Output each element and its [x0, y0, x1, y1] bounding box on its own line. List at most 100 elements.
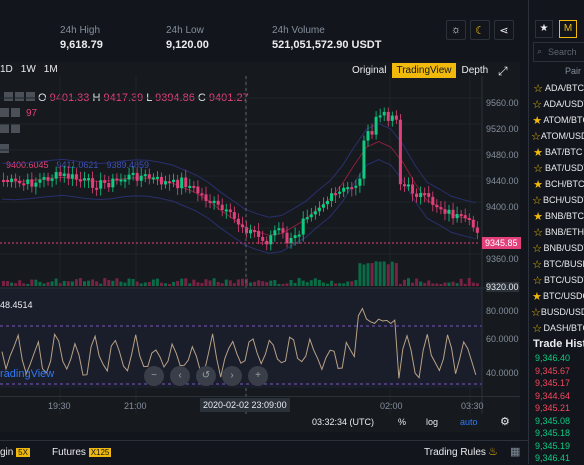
- favorite-star-icon[interactable]: ☆: [532, 274, 543, 287]
- pair-name: BCH/BTC: [545, 179, 584, 189]
- eye-icon[interactable]: [0, 108, 9, 117]
- pair-name: BUSD/USDT: [540, 307, 584, 317]
- pair-list: ☆ADA/BTC☆ADA/USDT★ATOM/BTC☆ATOM/USDT★BAT…: [529, 80, 584, 336]
- pair-search-input[interactable]: Search: [533, 42, 584, 62]
- stat-value: 521,051,572.90 USDT: [272, 39, 382, 51]
- pair-row[interactable]: ★ BCH/BTC: [529, 176, 584, 192]
- zoom-out-icon[interactable]: −: [144, 366, 164, 386]
- share-icon[interactable]: ⋖: [494, 20, 514, 40]
- pair-row[interactable]: ☆ BNB/ETH: [529, 224, 584, 240]
- close-icon[interactable]: [11, 108, 20, 117]
- zoom-in-icon[interactable]: +: [248, 366, 268, 386]
- bottom-trade-tabs: gin 5X Futures X125 Trading Rules ♨ ▦: [0, 440, 528, 465]
- rsi-tick: 40.0000: [486, 368, 519, 378]
- pair-name: BTC/BUSD: [543, 259, 584, 269]
- favorite-star-icon[interactable]: ☆: [531, 306, 541, 319]
- gear-icon[interactable]: ⚙: [500, 416, 510, 428]
- pair-row[interactable]: ★ATOM/BTC: [529, 112, 584, 128]
- pair-row[interactable]: ★BTC/USDC: [529, 288, 584, 304]
- fullscreen-icon[interactable]: ⤢: [498, 64, 508, 78]
- pair-row[interactable]: ★ BNB/BTC: [529, 208, 584, 224]
- pair-row[interactable]: ☆ATOM/USDT: [529, 128, 584, 144]
- search-icon: ⌕: [537, 46, 543, 56]
- settings-icon[interactable]: [15, 92, 24, 101]
- favorite-star-icon[interactable]: ★: [533, 210, 543, 223]
- pair-column-header[interactable]: Pair: [565, 66, 582, 76]
- pair-name: BCH/USDT: [542, 195, 584, 205]
- favorites-star-icon[interactable]: ★: [535, 20, 553, 38]
- eye-icon[interactable]: [0, 124, 9, 133]
- pair-row[interactable]: ★ BAT/BTC: [529, 144, 584, 160]
- close-icon[interactable]: [0, 144, 9, 153]
- tradingview-watermark: radingView: [0, 368, 55, 380]
- pair-row[interactable]: ☆BAT/USDT: [529, 160, 584, 176]
- stat-label: 24h High: [60, 25, 101, 36]
- pair-row[interactable]: ☆BTC/USDT: [529, 272, 584, 288]
- chart-status-bar: 03:32:34 (UTC) % log auto ⚙: [0, 414, 520, 432]
- fire-icon[interactable]: ♨: [488, 446, 498, 458]
- auto-scale-toggle[interactable]: auto: [460, 417, 478, 427]
- margin-filter-button[interactable]: M: [559, 20, 577, 38]
- close-icon[interactable]: [26, 92, 35, 101]
- trade-row: 9,344.64: [535, 390, 571, 401]
- trading-rules-link[interactable]: Trading Rules: [424, 447, 486, 458]
- pair-name: ATOM/USDT: [540, 131, 584, 141]
- tab-original[interactable]: Original: [352, 65, 387, 76]
- favorite-star-icon[interactable]: ☆: [532, 242, 543, 255]
- favorite-star-icon[interactable]: ☆: [532, 194, 542, 207]
- pair-row[interactable]: ☆ADA/USDT: [529, 96, 584, 112]
- favorite-star-icon[interactable]: ☆: [532, 322, 543, 335]
- close-icon[interactable]: [11, 124, 20, 133]
- futures-leverage-badge: X125: [88, 448, 112, 457]
- favorite-star-icon[interactable]: ☆: [533, 226, 543, 239]
- chart-canvas[interactable]: [0, 76, 520, 414]
- market-stats-bar: 24h High 9,618.79 24h Low 9,120.00 24h V…: [0, 0, 528, 62]
- rsi-tick: 60.0000: [486, 334, 519, 344]
- pair-row[interactable]: ☆DASH/BTC: [529, 320, 584, 336]
- favorite-star-icon[interactable]: ☆: [533, 162, 543, 175]
- ma-value-3: 9389.4859: [106, 160, 149, 170]
- pair-row[interactable]: ☆BCH/USDT: [529, 192, 584, 208]
- eye-icon[interactable]: [4, 92, 13, 101]
- tab-tradingview[interactable]: TradingView: [392, 63, 456, 78]
- pair-row[interactable]: ☆ ADA/BTC: [529, 80, 584, 96]
- price-chart[interactable]: 1D 1W 1M Original TradingView Depth ⤢ O …: [0, 62, 521, 414]
- replay-controls: − ‹ ↺ › +: [144, 366, 268, 386]
- reset-icon[interactable]: ↺: [196, 366, 216, 386]
- ma-value-1: 9400.6045: [6, 160, 49, 170]
- scroll-left-icon[interactable]: ‹: [170, 366, 190, 386]
- pair-row[interactable]: ☆BTC/BUSD: [529, 256, 584, 272]
- favorite-star-icon[interactable]: ☆: [531, 130, 541, 143]
- price-tick: 9440.00: [486, 176, 519, 186]
- favorite-star-icon[interactable]: ☆: [532, 98, 543, 111]
- tab-margin[interactable]: gin 5X: [0, 447, 30, 458]
- indicator-controls-2: [0, 124, 20, 133]
- timeframe-1m[interactable]: 1M: [43, 64, 58, 75]
- time-tick: 03:30: [461, 401, 484, 411]
- percent-scale-toggle[interactable]: %: [398, 417, 407, 427]
- favorite-star-icon[interactable]: ☆: [533, 82, 543, 95]
- tab-depth[interactable]: Depth: [461, 65, 489, 76]
- moon-icon[interactable]: ☾: [470, 20, 490, 40]
- price-tick: 9520.00: [486, 124, 519, 134]
- sun-icon[interactable]: ☼: [446, 20, 466, 40]
- log-scale-toggle[interactable]: log: [426, 417, 439, 427]
- pair-name: BTC/USDT: [544, 275, 584, 285]
- pair-name: BTC/USDC: [542, 291, 584, 301]
- timeframe-1w[interactable]: 1W: [20, 64, 36, 75]
- timeframe-1d[interactable]: 1D: [0, 64, 13, 75]
- pair-name: ADA/USDT: [543, 99, 584, 109]
- favorite-star-icon[interactable]: ★: [533, 146, 543, 159]
- favorite-star-icon[interactable]: ★: [533, 178, 543, 191]
- pair-row[interactable]: ☆BNB/USDT: [529, 240, 584, 256]
- scroll-right-icon[interactable]: ›: [222, 366, 242, 386]
- tab-futures[interactable]: Futures X125: [52, 447, 112, 458]
- bollinger-upper-band: [1, 123, 476, 218]
- favorite-star-icon[interactable]: ★: [532, 114, 543, 127]
- favorite-star-icon[interactable]: ★: [532, 290, 542, 303]
- pair-row[interactable]: ☆BUSD/USDT: [529, 304, 584, 320]
- trade-row: 9,345.18: [535, 428, 571, 438]
- calculator-icon[interactable]: ▦: [510, 446, 521, 458]
- favorite-star-icon[interactable]: ☆: [532, 258, 543, 271]
- timeframe-bar: 1D 1W 1M: [0, 64, 58, 75]
